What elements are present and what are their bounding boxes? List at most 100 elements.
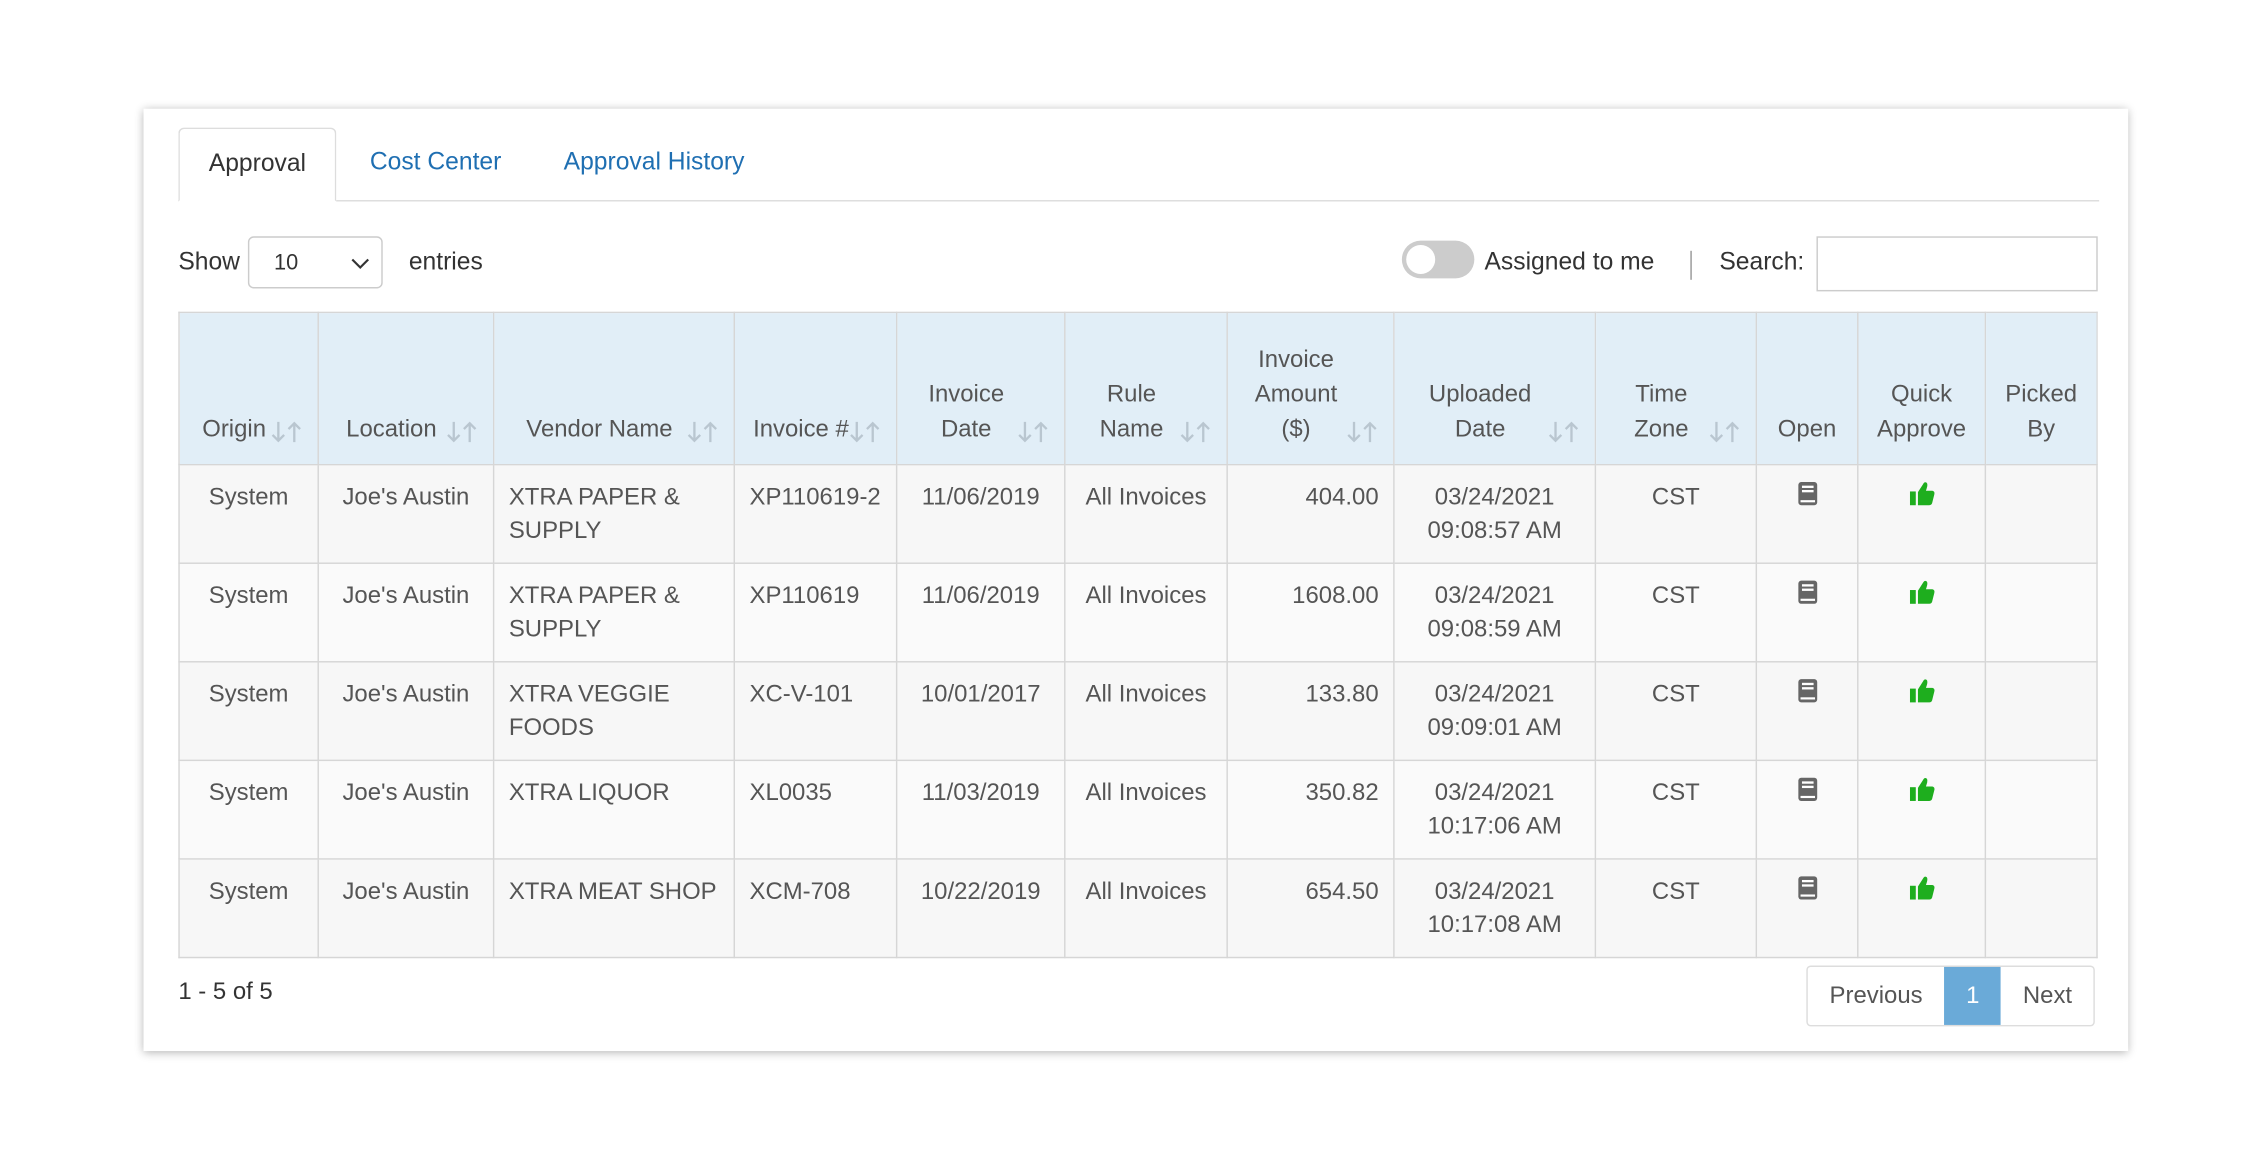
tab[interactable]: Approval — [178, 128, 336, 202]
column-header[interactable]: Invoice # — [734, 312, 896, 464]
table-cell: All Invoices — [1065, 760, 1227, 859]
table-cell: CST — [1595, 760, 1756, 859]
table-cell: System — [179, 662, 318, 761]
sort-icon — [1018, 420, 1050, 443]
table-cell: All Invoices — [1065, 563, 1227, 662]
table-cell: XCM-708 — [734, 859, 896, 958]
table-cell: All Invoices — [1065, 662, 1227, 761]
header-label: Origin — [202, 416, 266, 442]
column-header[interactable]: Uploaded Date — [1394, 312, 1596, 464]
table-cell: 350.82 — [1227, 760, 1394, 859]
page-length-value: 10 — [274, 251, 298, 276]
header-label: Location — [346, 416, 436, 442]
card: ApprovalCost CenterApproval History Show… — [144, 109, 2129, 1051]
picked-by-cell — [1985, 563, 2097, 662]
approve-cell — [1858, 563, 1986, 662]
table-cell: 10/01/2017 — [897, 662, 1065, 761]
quick-approve-icon[interactable] — [1909, 777, 1935, 802]
table-cell: 03/24/2021 10:17:08 AM — [1394, 859, 1596, 958]
search-label: Search: — [1719, 248, 1804, 277]
column-header[interactable]: Invoice Amount ($) — [1227, 312, 1394, 464]
page-button[interactable]: 1 — [1944, 967, 2001, 1025]
table-cell: CST — [1595, 563, 1756, 662]
tab[interactable]: Approval History — [535, 128, 774, 200]
quick-approve-icon[interactable] — [1909, 678, 1935, 703]
table-cell: System — [179, 760, 318, 859]
entries-label: entries — [409, 248, 483, 277]
table-cell: Joe's Austin — [318, 859, 493, 958]
open-cell — [1756, 760, 1857, 859]
table-row: SystemJoe's AustinXTRA PAPER & SUPPLYXP1… — [179, 563, 2097, 662]
table-cell: 133.80 — [1227, 662, 1394, 761]
header-label: Invoice Amount ($) — [1255, 346, 1337, 442]
column-header[interactable]: Time Zone — [1595, 312, 1756, 464]
column-header: Open — [1756, 312, 1857, 464]
table-row: SystemJoe's AustinXTRA LIQUORXL003511/03… — [179, 760, 2097, 859]
table-cell: 03/24/2021 10:17:06 AM — [1394, 760, 1596, 859]
sort-icon — [1548, 420, 1580, 443]
quick-approve-icon[interactable] — [1909, 876, 1935, 901]
open-icon[interactable] — [1797, 481, 1817, 506]
header-label: Invoice # — [753, 416, 849, 442]
table-cell: All Invoices — [1065, 859, 1227, 958]
open-cell — [1756, 662, 1857, 761]
table-cell: System — [179, 859, 318, 958]
controls: Show 10 entries Assigned to me Search: — [178, 236, 2099, 291]
table-cell: XTRA LIQUOR — [494, 760, 735, 859]
header-label: Invoice Date — [928, 381, 1004, 442]
table-cell: 11/03/2019 — [897, 760, 1065, 859]
column-header[interactable]: Location — [318, 312, 493, 464]
table-row: SystemJoe's AustinXTRA MEAT SHOPXCM-7081… — [179, 859, 2097, 958]
header-label: Time Zone — [1634, 381, 1689, 442]
open-icon[interactable] — [1797, 580, 1817, 605]
table-row: SystemJoe's AustinXTRA VEGGIE FOODSXC-V-… — [179, 662, 2097, 761]
column-header[interactable]: Vendor Name — [494, 312, 735, 464]
picked-by-cell — [1985, 465, 2097, 564]
table-cell: 404.00 — [1227, 465, 1394, 564]
column-header[interactable]: Rule Name — [1065, 312, 1227, 464]
open-icon[interactable] — [1797, 876, 1817, 901]
table-cell: XP110619-2 — [734, 465, 896, 564]
table-cell: All Invoices — [1065, 465, 1227, 564]
sort-icon — [687, 420, 719, 443]
sort-icon — [271, 420, 303, 443]
picked-by-cell — [1985, 859, 2097, 958]
show-label: Show — [178, 248, 240, 277]
table-cell: 654.50 — [1227, 859, 1394, 958]
table-cell: CST — [1595, 465, 1756, 564]
table-cell: System — [179, 465, 318, 564]
table-cell: 1608.00 — [1227, 563, 1394, 662]
quick-approve-icon[interactable] — [1909, 481, 1935, 506]
pagination: Previous1Next — [1806, 966, 2095, 1027]
table-cell: 03/24/2021 09:08:59 AM — [1394, 563, 1596, 662]
table-cell: XL0035 — [734, 760, 896, 859]
open-cell — [1756, 563, 1857, 662]
page-button[interactable]: Next — [2001, 967, 2094, 1025]
open-icon[interactable] — [1797, 678, 1817, 703]
column-header[interactable]: Origin — [179, 312, 318, 464]
sort-icon — [1180, 420, 1212, 443]
table-cell: XTRA MEAT SHOP — [494, 859, 735, 958]
table-cell: CST — [1595, 859, 1756, 958]
page-length-select[interactable]: 10 — [248, 236, 383, 288]
divider — [1690, 251, 1691, 280]
open-cell — [1756, 859, 1857, 958]
assigned-toggle[interactable] — [1402, 241, 1474, 279]
tab[interactable]: Cost Center — [341, 128, 530, 200]
table-cell: XTRA PAPER & SUPPLY — [494, 563, 735, 662]
approve-cell — [1858, 760, 1986, 859]
table-cell: Joe's Austin — [318, 662, 493, 761]
page-button[interactable]: Previous — [1808, 967, 1945, 1025]
picked-by-cell — [1985, 760, 2097, 859]
table-info: 1 - 5 of 5 — [178, 979, 272, 1007]
table-cell: CST — [1595, 662, 1756, 761]
quick-approve-icon[interactable] — [1909, 580, 1935, 605]
table-cell: 03/24/2021 09:09:01 AM — [1394, 662, 1596, 761]
column-header[interactable]: Invoice Date — [897, 312, 1065, 464]
table-cell: 11/06/2019 — [897, 563, 1065, 662]
approve-cell — [1858, 662, 1986, 761]
toggle-label: Assigned to me — [1484, 248, 1654, 277]
search-input[interactable] — [1816, 236, 2097, 291]
open-icon[interactable] — [1797, 777, 1817, 802]
table-cell: System — [179, 563, 318, 662]
